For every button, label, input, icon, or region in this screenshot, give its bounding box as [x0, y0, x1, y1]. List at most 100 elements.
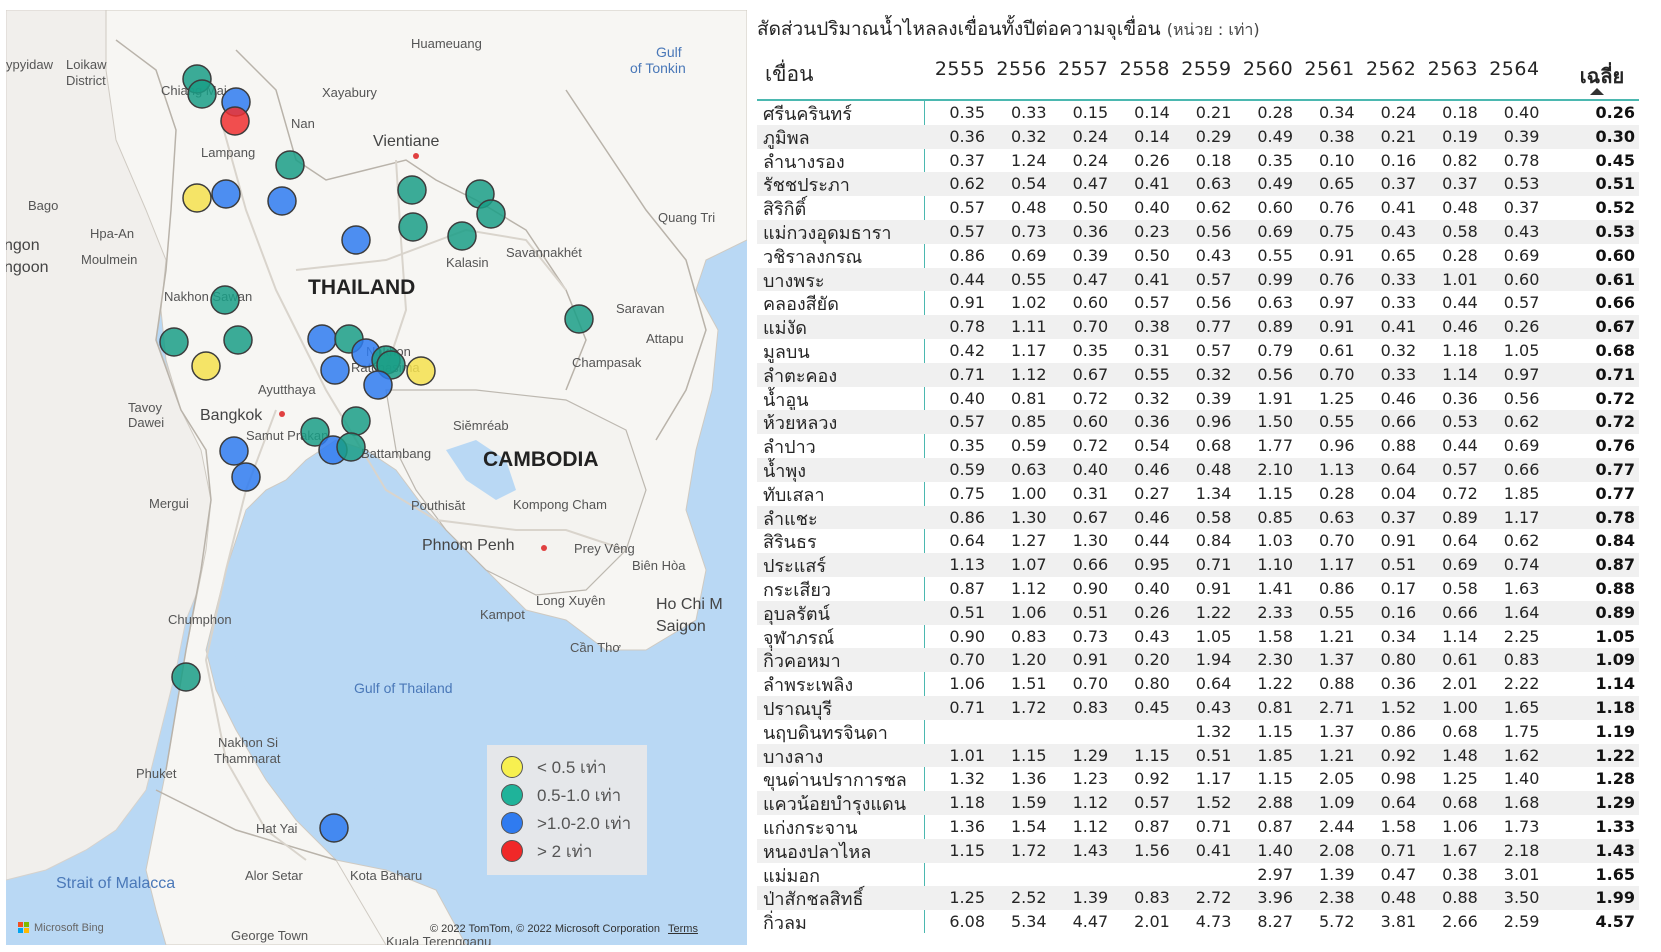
dam-marker[interactable]: [223, 325, 253, 355]
legend-label: 0.5-1.0 เท่า: [537, 785, 622, 805]
column-header-average[interactable]: เฉลี่ย: [1579, 64, 1625, 88]
column-header-year[interactable]: 2560: [1242, 58, 1294, 80]
label-savannakhet: Savannakhét: [506, 245, 582, 260]
column-header-year[interactable]: 2555: [934, 58, 986, 80]
value-cell: 0.43: [1195, 245, 1232, 265]
dam-marker[interactable]: [398, 212, 428, 242]
dam-marker[interactable]: [406, 356, 436, 386]
value-cell: 0.16: [1380, 602, 1417, 622]
terms-link[interactable]: Terms: [668, 923, 698, 935]
value-cell: 0.40: [1134, 579, 1170, 598]
value-cell: 2.71: [1318, 698, 1355, 717]
dam-name-cell: ลำปาว: [763, 437, 816, 459]
value-cell: 2.44: [1318, 817, 1355, 836]
value-cell: 0.33: [1380, 269, 1417, 289]
value-cell: 0.56: [1257, 364, 1293, 384]
column-header-year[interactable]: 2561: [1304, 58, 1355, 80]
dam-marker[interactable]: [231, 462, 261, 492]
dam-name-cell: จุฬาภรณ์: [763, 627, 835, 649]
dam-name-cell: น้ำพุง: [763, 461, 807, 482]
average-cell: 0.61: [1595, 269, 1635, 289]
dam-marker[interactable]: [341, 225, 371, 255]
column-header-year[interactable]: 2558: [1119, 58, 1170, 80]
value-cell: 0.91: [1318, 317, 1355, 337]
dam-marker[interactable]: [220, 106, 250, 136]
value-cell: 1.15: [1010, 745, 1047, 765]
label-bago: Bago: [28, 198, 58, 213]
dam-marker[interactable]: [275, 150, 305, 180]
value-cell: 0.21: [1195, 103, 1232, 122]
dam-marker[interactable]: [363, 370, 393, 400]
value-cell: 0.43: [1195, 698, 1232, 717]
value-cell: 0.60: [1072, 293, 1109, 313]
label-loikaw-district: District: [66, 73, 106, 88]
column-header-year[interactable]: 2559: [1181, 58, 1232, 80]
value-cell: 1.07: [1010, 555, 1047, 575]
average-cell: 1.28: [1595, 769, 1635, 789]
value-cell: 0.88: [1442, 888, 1478, 908]
dam-name-cell: ลำนางรอง: [763, 151, 845, 173]
dam-marker[interactable]: [191, 351, 221, 381]
dam-marker[interactable]: [564, 304, 594, 334]
dam-marker[interactable]: [320, 355, 350, 385]
value-cell: 1.48: [1442, 745, 1478, 765]
value-cell: 0.48: [1195, 460, 1232, 479]
value-cell: 0.59: [1010, 436, 1047, 456]
column-header-year[interactable]: 2564: [1489, 58, 1540, 80]
column-header-year[interactable]: 2557: [1058, 58, 1109, 80]
column-header-year[interactable]: 2563: [1427, 58, 1478, 80]
value-cell: 0.64: [1380, 793, 1417, 813]
value-cell: 0.80: [1380, 650, 1417, 670]
average-cell: 0.78: [1595, 507, 1635, 527]
border-laos-vietnam: [565, 89, 707, 441]
value-cell: 0.39: [1503, 126, 1540, 146]
dam-marker[interactable]: [397, 175, 427, 205]
table-row: ศรีนครินทร์ 0.35 0.33 0.15 0.14 0.21 0.28 0.34 0…: [757, 101, 1639, 125]
dam-marker[interactable]: [447, 221, 477, 251]
value-cell: 0.04: [1380, 483, 1417, 503]
value-cell: 0.86: [949, 507, 985, 527]
column-header-dam[interactable]: เขื่อน: [765, 62, 814, 86]
value-cell: 0.71: [1195, 817, 1232, 836]
label-ngoon: ngoon: [6, 259, 49, 276]
value-cell: 0.32: [1010, 126, 1047, 146]
dam-marker[interactable]: [307, 324, 337, 354]
value-cell: 0.58: [1442, 222, 1478, 241]
dam-marker[interactable]: [171, 662, 201, 692]
value-cell: 0.64: [1442, 531, 1478, 551]
value-cell: 0.44: [1442, 436, 1478, 456]
map-panel[interactable]: ypyidaw Loikaw District Huameuang Gulf o…: [6, 10, 747, 945]
dam-marker[interactable]: [182, 183, 212, 213]
value-cell: 0.36: [1380, 674, 1417, 694]
average-cell: 0.71: [1595, 364, 1635, 384]
value-cell: 0.62: [1503, 412, 1540, 432]
dam-marker[interactable]: [336, 432, 366, 462]
dam-marker[interactable]: [210, 285, 240, 315]
dam-marker[interactable]: [159, 327, 189, 357]
dam-marker[interactable]: [219, 436, 249, 466]
dam-marker[interactable]: [476, 199, 506, 229]
value-cell: 1.01: [1442, 269, 1478, 289]
value-cell: 2.59: [1503, 912, 1540, 932]
dam-marker[interactable]: [319, 813, 349, 843]
value-cell: 0.77: [1195, 317, 1232, 337]
legend-swatch-teal: [501, 784, 523, 806]
dam-name-cell: วชิราลงกรณ: [763, 246, 863, 268]
dam-marker[interactable]: [341, 406, 371, 436]
table-row: นฤบดินทรจินดา 1.32 1.15 1.37 0.86 0.68 1.75 1.1…: [757, 720, 1639, 744]
dam-marker[interactable]: [211, 179, 241, 209]
value-cell: 0.31: [1072, 483, 1109, 503]
value-cell: 0.71: [1380, 840, 1417, 860]
map-canvas[interactable]: ypyidaw Loikaw District Huameuang Gulf o…: [6, 10, 747, 945]
column-header-year[interactable]: 2556: [996, 58, 1047, 80]
value-cell: 1.72: [1010, 698, 1047, 717]
dam-marker[interactable]: [300, 417, 330, 447]
value-cell: 0.58: [1195, 507, 1232, 527]
value-cell: 1.18: [1442, 341, 1478, 360]
dam-marker[interactable]: [267, 186, 297, 216]
dam-marker[interactable]: [187, 79, 217, 109]
column-header-year[interactable]: 2562: [1366, 58, 1417, 80]
value-cell: 2.01: [1134, 912, 1170, 932]
table-row: วชิราลงกรณ 0.86 0.69 0.39 0.50 0.43 0.55 0.91 0.…: [757, 244, 1639, 268]
value-cell: 0.47: [1072, 269, 1109, 289]
